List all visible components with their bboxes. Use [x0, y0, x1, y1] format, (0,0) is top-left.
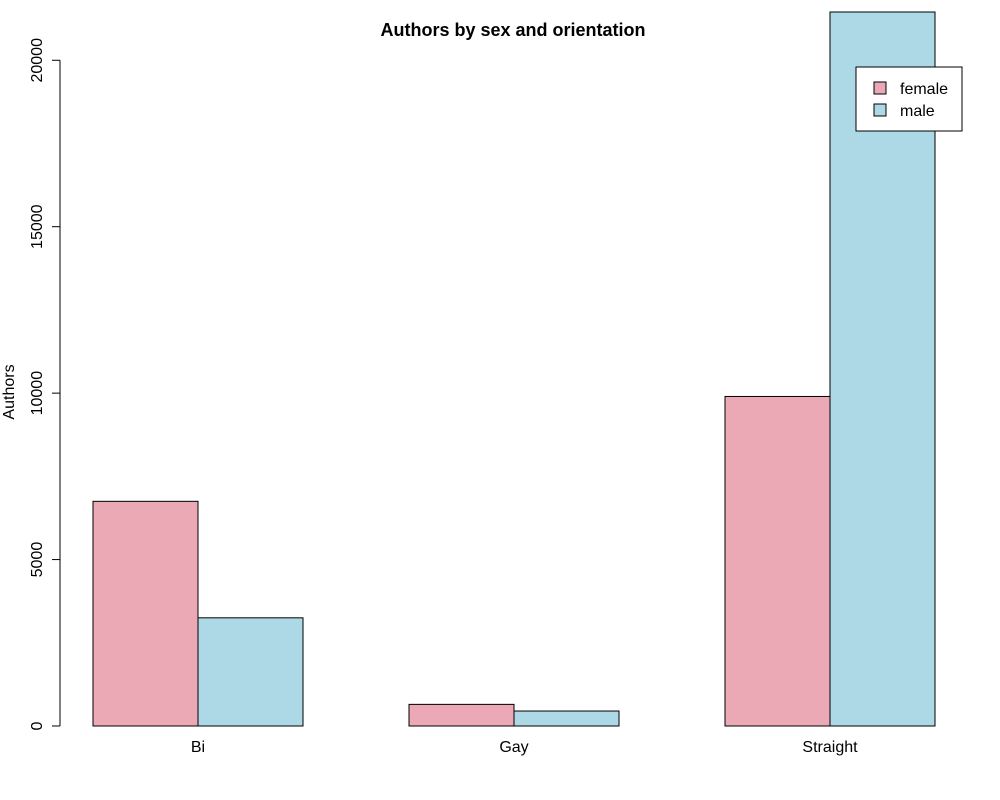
- y-tick-label: 5000: [29, 542, 46, 578]
- legend-swatch-male: [873, 103, 887, 117]
- chart-title: Authors by sex and orientation: [380, 20, 645, 40]
- bar-female-bi: [92, 500, 199, 727]
- legend-swatch-female: [873, 81, 887, 95]
- legend-label-female: female: [900, 81, 948, 98]
- y-tick-label: 20000: [29, 38, 46, 83]
- legend-box: [855, 66, 963, 132]
- y-tick-label: 15000: [29, 204, 46, 249]
- bar-female-gay: [408, 703, 515, 727]
- legend-label-male: male: [900, 103, 935, 120]
- legend: female male: [855, 66, 963, 132]
- y-tick-label: 0: [29, 721, 46, 730]
- x-tick-label-bi: Bi: [191, 739, 205, 756]
- y-axis-label: Authors: [1, 364, 18, 419]
- y-tick-label: 10000: [29, 371, 46, 416]
- x-tick-label-gay: Gay: [499, 739, 528, 756]
- axes: 0 5000 10000 15000 20000 Bi Gay Straight: [29, 38, 858, 756]
- bar-male-bi: [197, 617, 304, 727]
- plot-area: [92, 11, 936, 727]
- bar-female-straight: [724, 395, 831, 727]
- bar-male-gay: [513, 710, 620, 727]
- x-tick-label-straight: Straight: [802, 739, 858, 756]
